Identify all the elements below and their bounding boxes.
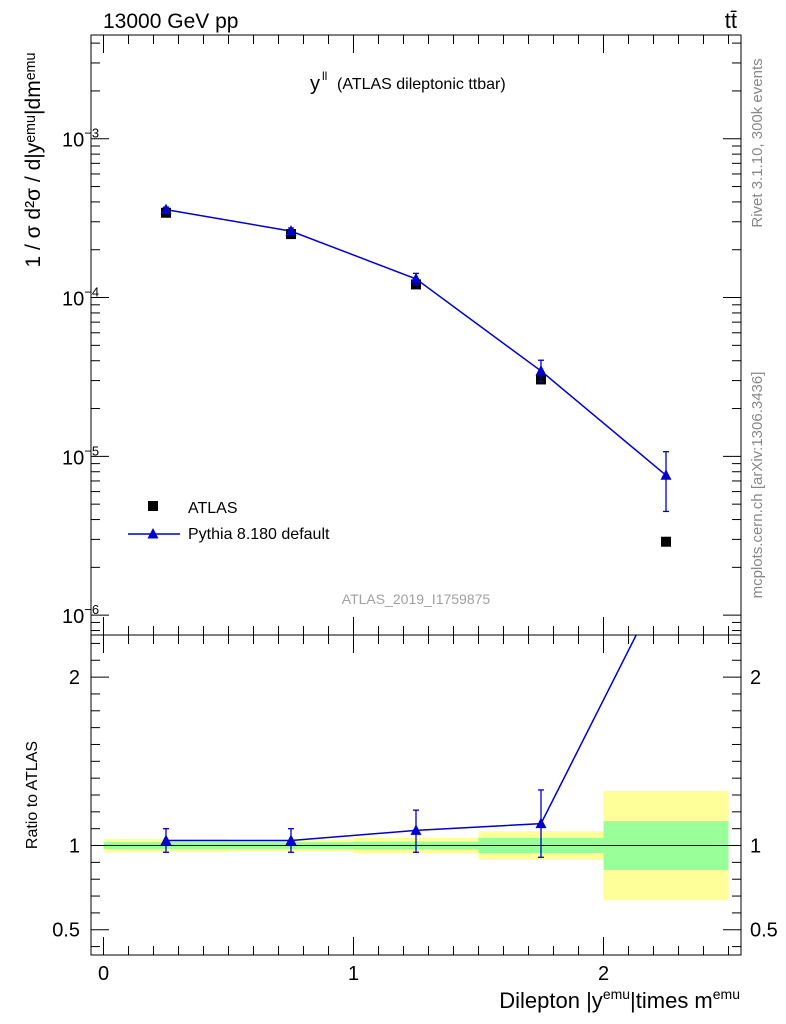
ratio-x-tick-label: 0 <box>98 963 109 985</box>
legend-pythia-label: Pythia 8.180 default <box>188 526 330 543</box>
atlas-data-point <box>661 536 671 547</box>
main-title-symbol: y <box>310 73 320 95</box>
main-y-axis-label: 1 / σ d²σ / d|yᵉᵐᵘ|dmᵉᵐᵘ <box>22 52 45 267</box>
ratio-data-point <box>160 834 172 845</box>
pythia-data-point <box>660 469 672 480</box>
main-y-tick-label-base: 10 <box>62 606 84 628</box>
ratio-y-tick-label-left: 0.5 <box>52 920 80 942</box>
header-process-label: tt̄ <box>725 8 737 33</box>
ratio-y-axis-label: Ratio to ATLAS <box>24 741 41 849</box>
main-y-tick-label-exp: −6 <box>84 602 99 617</box>
x-axis-label-mid: |times m <box>630 988 713 1013</box>
pythia-data-point <box>160 203 172 215</box>
main-title-text: (ATLAS dileptonic ttbar) <box>337 76 506 93</box>
main-panel: 10−610−510−410−3 y ll (ATLAS dileptonic … <box>22 34 742 636</box>
ratio-pythia-line <box>166 635 638 842</box>
legend: ATLAS Pythia 8.180 default <box>128 500 330 543</box>
legend-atlas-marker <box>148 501 158 511</box>
legend-atlas-label: ATLAS <box>188 500 238 517</box>
main-y-tick-label: 10−3 <box>62 126 99 152</box>
x-axis-label-sup2: emu <box>713 986 740 1002</box>
ratio-panel: 0.5 0.5 1 1 2 2 0 1 2 Ratio to ATLAS Dilepton |y… <box>24 634 778 1013</box>
source-reference-label: mcplots.cern.ch [arXiv:1306.3436] <box>749 372 766 599</box>
ratio-x-tick-label: 1 <box>348 963 359 985</box>
analysis-watermark: ATLAS_2019_I1759875 <box>342 591 491 607</box>
main-title-superscript: ll <box>322 69 327 83</box>
main-y-tick-label-exp: −5 <box>84 443 99 458</box>
main-y-tick-label-base: 10 <box>62 447 84 469</box>
main-y-tick-label-base: 10 <box>62 130 84 152</box>
x-axis-label-sup1: emu <box>603 986 630 1002</box>
ratio-x-tick-label: 2 <box>598 963 609 985</box>
ratio-y-tick-label-right: 1 <box>750 836 761 858</box>
main-y-tick-label: 10−6 <box>62 602 99 628</box>
ratio-y-tick-label-left: 2 <box>69 667 80 689</box>
ratio-y-tick-label-right: 2 <box>750 667 761 689</box>
pythia-data-point <box>410 272 422 284</box>
legend-pythia-marker <box>147 528 159 539</box>
header-energy-label: 13000 GeV pp <box>103 10 238 33</box>
ratio-data-point <box>410 824 422 835</box>
ratio-y-tick-label-left: 1 <box>69 836 80 858</box>
main-y-tick-label: 10−4 <box>62 285 99 311</box>
main-panel-frame <box>90 34 742 636</box>
pythia-line <box>165 208 667 476</box>
ratio-y-tick-label-right: 0.5 <box>750 920 778 942</box>
pythia-data-point <box>535 364 547 376</box>
ratio-data-point <box>285 834 297 845</box>
x-axis-label: Dilepton |yemu|times memu <box>499 986 740 1013</box>
main-y-tick-label: 10−5 <box>62 443 99 469</box>
rivet-version-label: Rivet 3.1.10, 300k events <box>749 58 766 227</box>
x-axis-label-main: Dilepton |y <box>499 988 603 1013</box>
ratio-data-point <box>535 817 547 829</box>
main-y-tick-label-exp: −3 <box>84 126 99 141</box>
main-y-tick-label-exp: −4 <box>84 285 99 300</box>
main-y-tick-label-base: 10 <box>62 289 84 311</box>
pythia-data-point <box>285 225 297 236</box>
